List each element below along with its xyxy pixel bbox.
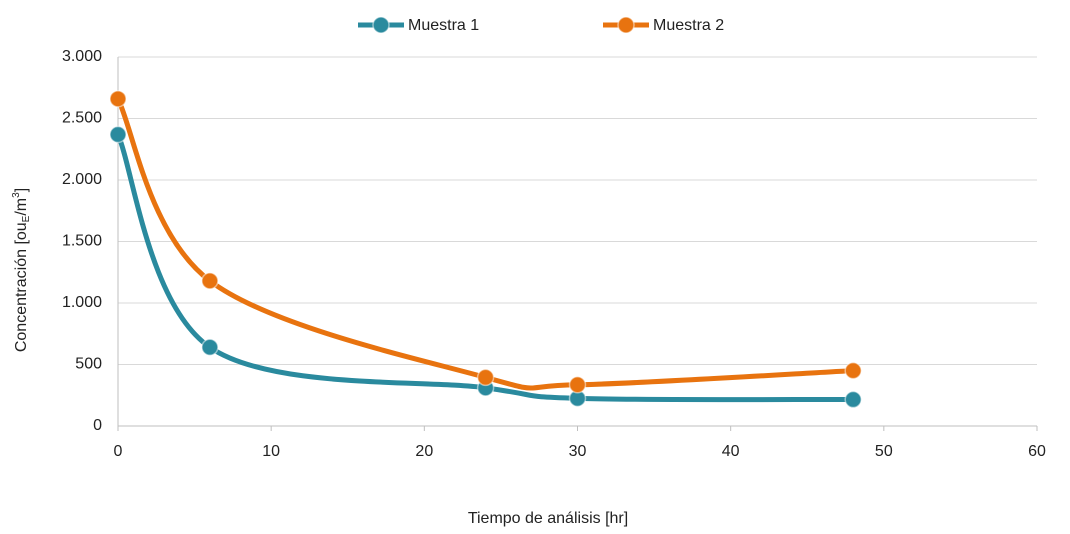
legend-marker bbox=[372, 16, 390, 34]
data-point bbox=[201, 272, 219, 290]
data-point bbox=[844, 361, 862, 380]
data-point bbox=[109, 125, 127, 144]
y-axis-label-part: Concentración [ou bbox=[13, 222, 30, 352]
y-tick-label: 2.500 bbox=[62, 110, 102, 127]
y-tick-label: 0 bbox=[93, 417, 102, 434]
legend-marker bbox=[617, 16, 635, 34]
series-line bbox=[115, 133, 854, 403]
data-point bbox=[844, 390, 862, 409]
y-axis-label-part: ] bbox=[13, 188, 30, 192]
y-axis-label-sub: E bbox=[21, 215, 32, 222]
x-tick-label: 30 bbox=[569, 443, 587, 460]
y-tick-label: 3.000 bbox=[62, 48, 102, 65]
data-point bbox=[109, 90, 127, 108]
data-point bbox=[201, 338, 219, 357]
x-tick-label: 60 bbox=[1028, 443, 1046, 460]
x-tick-label: 0 bbox=[114, 443, 123, 460]
series-line bbox=[115, 97, 854, 391]
legend-label: Muestra 2 bbox=[653, 17, 724, 34]
data-point bbox=[568, 376, 587, 394]
y-tick-label: 500 bbox=[75, 356, 102, 373]
data-point bbox=[476, 368, 495, 387]
x-tick-label: 50 bbox=[875, 443, 893, 460]
y-tick-label: 2.000 bbox=[62, 171, 102, 188]
y-axis-label-sup: 3 bbox=[11, 192, 22, 198]
x-tick-label: 40 bbox=[722, 443, 740, 460]
x-tick-label: 20 bbox=[415, 443, 433, 460]
y-axis-label: Concentración [ouE/m3] bbox=[11, 188, 32, 352]
y-axis-label-part: /m bbox=[13, 198, 30, 216]
y-tick-label: 1.500 bbox=[62, 233, 102, 250]
x-tick-label: 10 bbox=[262, 443, 280, 460]
x-axis-label: Tiempo de análisis [hr] bbox=[468, 510, 628, 527]
legend-label: Muestra 1 bbox=[408, 17, 479, 34]
y-tick-label: 1.000 bbox=[62, 294, 102, 311]
